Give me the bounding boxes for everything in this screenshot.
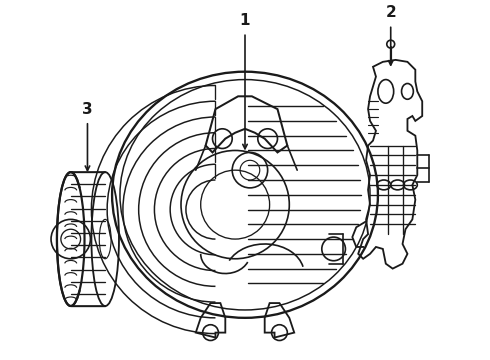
- Text: 2: 2: [385, 5, 396, 20]
- Text: 3: 3: [82, 102, 93, 117]
- Text: 1: 1: [240, 13, 250, 28]
